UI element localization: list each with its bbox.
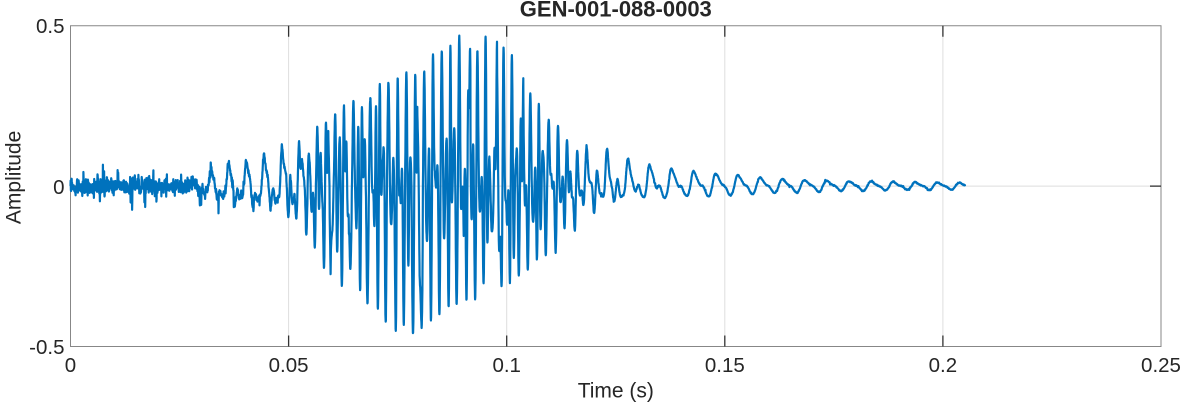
svg-text:0.1: 0.1 — [492, 354, 521, 377]
svg-text:0: 0 — [65, 354, 76, 377]
svg-text:0.5: 0.5 — [36, 15, 65, 38]
svg-text:Amplitude: Amplitude — [3, 131, 26, 224]
svg-text:-0.5: -0.5 — [29, 336, 64, 359]
svg-text:0.2: 0.2 — [929, 354, 958, 377]
svg-text:0.25: 0.25 — [1141, 354, 1181, 377]
svg-text:0: 0 — [53, 176, 64, 199]
svg-text:GEN-001-088-0003: GEN-001-088-0003 — [520, 0, 712, 22]
svg-text:Time (s): Time (s) — [578, 380, 654, 403]
svg-text:0.15: 0.15 — [705, 354, 745, 377]
svg-text:0.05: 0.05 — [269, 354, 309, 377]
